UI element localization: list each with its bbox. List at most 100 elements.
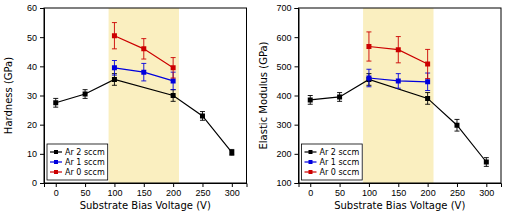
y-tick: 500 <box>276 62 298 72</box>
data-point <box>171 93 176 98</box>
y-tick: 600 <box>276 33 298 43</box>
legend-label: Ar 0 sccm <box>320 168 360 177</box>
x-axis-line <box>299 184 502 188</box>
x-tick: 150 <box>391 183 406 198</box>
x-tick-mark <box>85 183 86 187</box>
error-bar <box>396 37 401 63</box>
y-tick-mark <box>295 66 299 67</box>
x-tick: 300 <box>225 183 240 198</box>
y-tick: 20 <box>27 120 44 130</box>
y-axis: 100 200 300 400 500 600 700 <box>276 3 299 188</box>
y-tick: 700 <box>276 3 298 13</box>
y-tick: 400 <box>276 91 298 101</box>
error-bar <box>141 63 146 80</box>
y-tick: 50 <box>27 33 44 43</box>
y-tick: 60 <box>27 3 44 13</box>
error-bar <box>308 96 313 105</box>
data-point <box>425 79 430 84</box>
y-tick: 40 <box>27 62 44 72</box>
y-tick-mark <box>40 37 44 38</box>
data-point <box>229 150 234 155</box>
y-tick: 100 <box>276 178 298 188</box>
y-tick-mark <box>40 66 44 67</box>
legend-marker <box>54 150 58 154</box>
x-tick-mark <box>202 183 203 187</box>
data-point <box>366 44 371 49</box>
data-point <box>484 160 489 165</box>
series-line <box>56 79 232 152</box>
error-bar <box>366 69 371 87</box>
y-tick: 200 <box>276 149 298 159</box>
chart: 0 50 100 150 200 250 300 0 10 20 30 40 50 60 Substrate… <box>0 0 509 213</box>
error-bar <box>171 58 176 78</box>
x-tick: 0 <box>308 183 313 198</box>
y-tick: 300 <box>276 120 298 130</box>
plot-frame <box>44 8 247 183</box>
error-bar <box>229 149 234 155</box>
x-axis: 050100150200250300 <box>299 183 502 198</box>
y-tick-label: 30 <box>27 91 37 101</box>
x-tick-mark <box>114 183 115 187</box>
x-tick-mark <box>310 183 311 187</box>
plot-background <box>299 8 502 183</box>
series <box>53 74 234 156</box>
y-tick-mark <box>295 96 299 97</box>
error-bar <box>396 74 401 89</box>
x-axis-title: Substrate Bias Voltage (V) <box>80 200 211 211</box>
y-tick: 0 <box>32 178 44 188</box>
x-axis-title: Substrate Bias Voltage (V) <box>334 200 465 211</box>
x-tick-label: 250 <box>450 188 465 198</box>
x-tick-label: 250 <box>195 188 210 198</box>
y-tick: 10 <box>27 149 44 159</box>
legend-box <box>302 144 363 180</box>
legend-marker <box>54 170 58 174</box>
x-tick: 300 <box>479 183 494 198</box>
y-tick-mark <box>40 125 44 126</box>
y-tick-label: 200 <box>276 149 291 159</box>
plot-area <box>308 8 489 183</box>
x-tick-label: 150 <box>137 188 152 198</box>
x-tick: 50 <box>81 183 91 198</box>
data-point <box>337 94 342 99</box>
legend-label: Ar 2 sccm <box>320 148 360 157</box>
error-bar <box>83 90 88 99</box>
legend: Ar 2 sccmAr 1 sccmAr 0 sccm <box>302 144 363 180</box>
y-axis-title: Elastic Modulus (GPa) <box>258 41 269 149</box>
x-tick: 100 <box>107 183 122 198</box>
y-axis-line <box>40 9 45 184</box>
y-axis: 0 10 20 30 40 50 60 <box>27 3 45 188</box>
x-tick-label: 150 <box>391 188 406 198</box>
series <box>112 23 176 78</box>
y-axis-line <box>295 9 300 184</box>
x-tick: 250 <box>450 183 465 198</box>
error-bar <box>112 61 117 76</box>
x-tick-label: 100 <box>362 188 377 198</box>
plot-background <box>44 8 247 183</box>
y-tick-label: 10 <box>27 149 37 159</box>
y-tick-mark <box>40 8 44 9</box>
y-tick-label: 600 <box>276 33 291 43</box>
x-tick: 100 <box>362 183 377 198</box>
legend: Ar 2 sccmAr 1 sccmAr 0 sccm <box>47 144 108 180</box>
plot-area <box>53 8 234 183</box>
series <box>308 74 489 167</box>
y-tick-label: 0 <box>32 178 37 188</box>
y-axis-title: Hardness (GPa) <box>3 57 14 134</box>
x-tick-label: 50 <box>335 188 345 198</box>
x-tick-label: 300 <box>479 188 494 198</box>
error-bar <box>141 39 146 59</box>
x-tick-label: 200 <box>166 188 181 198</box>
error-bar <box>484 158 489 167</box>
data-point <box>425 96 430 101</box>
y-tick-mark <box>295 37 299 38</box>
x-tick-mark <box>144 183 145 187</box>
x-tick-label: 0 <box>308 188 313 198</box>
error-bar <box>112 23 117 49</box>
data-point <box>112 33 117 38</box>
error-bar <box>200 112 205 121</box>
legend-label: Ar 1 sccm <box>320 158 360 167</box>
legend-box <box>47 144 108 180</box>
x-tick-mark <box>398 183 399 187</box>
x-tick-label: 50 <box>81 188 91 198</box>
data-point <box>396 78 401 83</box>
